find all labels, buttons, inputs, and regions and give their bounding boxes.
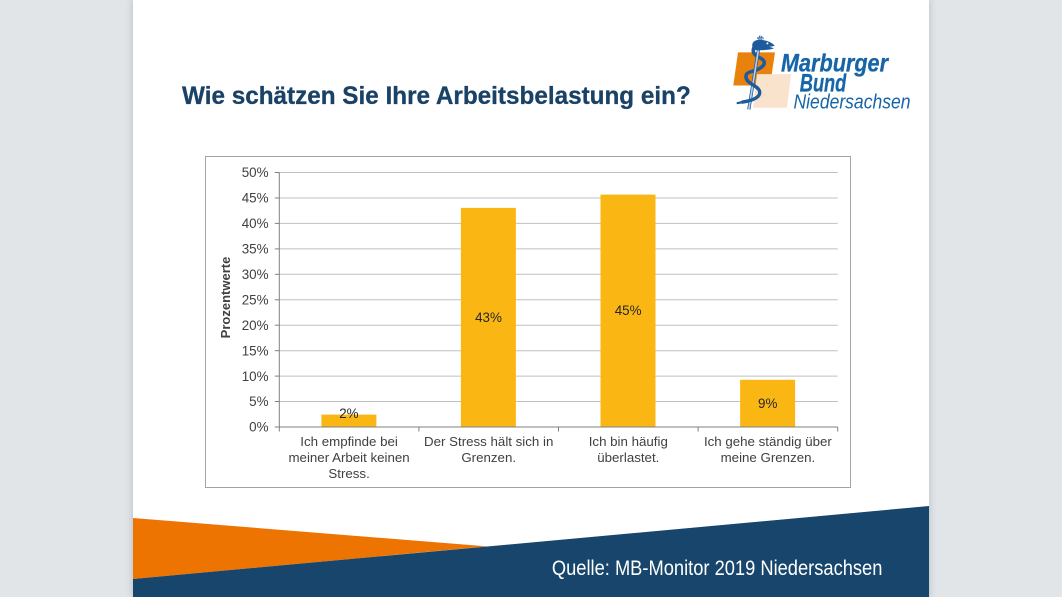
svg-text:Marburger: Marburger xyxy=(781,50,889,78)
svg-text:Stress.: Stress. xyxy=(328,466,369,481)
svg-text:45%: 45% xyxy=(242,191,269,206)
svg-text:Quelle: MB-Monitor 2019 Nieder: Quelle: MB-Monitor 2019 Niedersachsen xyxy=(552,556,883,580)
svg-text:50%: 50% xyxy=(242,165,269,180)
svg-text:Prozentwerte: Prozentwerte xyxy=(218,257,233,339)
svg-text:Der Stress hält sich in: Der Stress hält sich in xyxy=(424,434,553,449)
svg-text:meine Grenzen.: meine Grenzen. xyxy=(721,450,816,465)
svg-text:meiner Arbeit keinen: meiner Arbeit keinen xyxy=(288,450,409,465)
svg-text:Ich gehe ständig über: Ich gehe ständig über xyxy=(704,434,832,449)
svg-text:Bund: Bund xyxy=(800,69,847,97)
svg-text:45%: 45% xyxy=(615,303,642,318)
svg-text:30%: 30% xyxy=(242,267,269,282)
svg-text:Niedersachsen: Niedersachsen xyxy=(794,92,911,112)
svg-text:10%: 10% xyxy=(242,369,269,384)
svg-text:0%: 0% xyxy=(249,420,268,435)
svg-text:25%: 25% xyxy=(242,293,269,308)
svg-text:20%: 20% xyxy=(242,318,269,333)
svg-text:43%: 43% xyxy=(475,310,502,325)
svg-text:Ich bin häufig: Ich bin häufig xyxy=(589,434,668,449)
svg-text:40%: 40% xyxy=(242,216,269,231)
svg-text:9%: 9% xyxy=(758,396,777,411)
svg-text:5%: 5% xyxy=(249,394,268,409)
svg-text:15%: 15% xyxy=(242,343,269,358)
svg-text:35%: 35% xyxy=(242,242,269,257)
svg-text:Ich empfinde bei: Ich empfinde bei xyxy=(300,434,398,449)
svg-text:Grenzen.: Grenzen. xyxy=(461,450,516,465)
svg-text:überlastet.: überlastet. xyxy=(597,450,659,465)
svg-text:2%: 2% xyxy=(339,406,358,421)
